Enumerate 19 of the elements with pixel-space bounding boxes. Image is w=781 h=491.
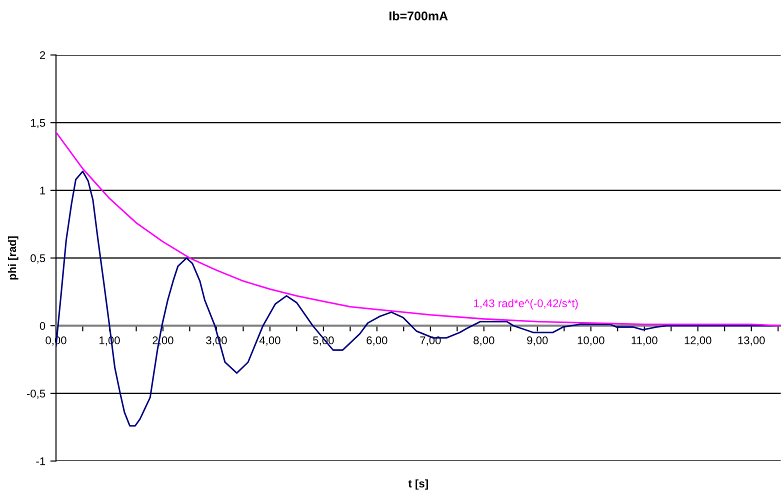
y-tick-label: 0 [40, 322, 46, 330]
x-tick-label: 6,00 [366, 336, 388, 346]
x-tick-label: 13,00 [738, 336, 765, 346]
x-tick-label: 9,00 [527, 336, 548, 346]
y-axis-title: phi [rad] [8, 236, 18, 280]
series-label: 1,43 rad*e^(-0,42/s*t) [474, 299, 578, 310]
x-tick-label: 8,00 [474, 336, 494, 346]
x-tick-label: 10,00 [578, 336, 604, 346]
x-tick-label: 12,00 [684, 336, 712, 346]
chart-title: Ib=700mA [390, 11, 448, 20]
y-tick-label: -1 [36, 457, 46, 466]
y-tick-label: 1,5 [30, 119, 46, 128]
y-tick-label: 1 [40, 186, 46, 194]
y-tick-label: 0,5 [30, 254, 46, 264]
x-axis-title: t [s] [408, 479, 428, 490]
y-tick-label: 2 [40, 51, 46, 60]
x-tick-label: 4,00 [259, 336, 280, 346]
y-tick-label: -0,5 [26, 390, 46, 399]
x-tick-label: 11,00 [632, 336, 658, 346]
